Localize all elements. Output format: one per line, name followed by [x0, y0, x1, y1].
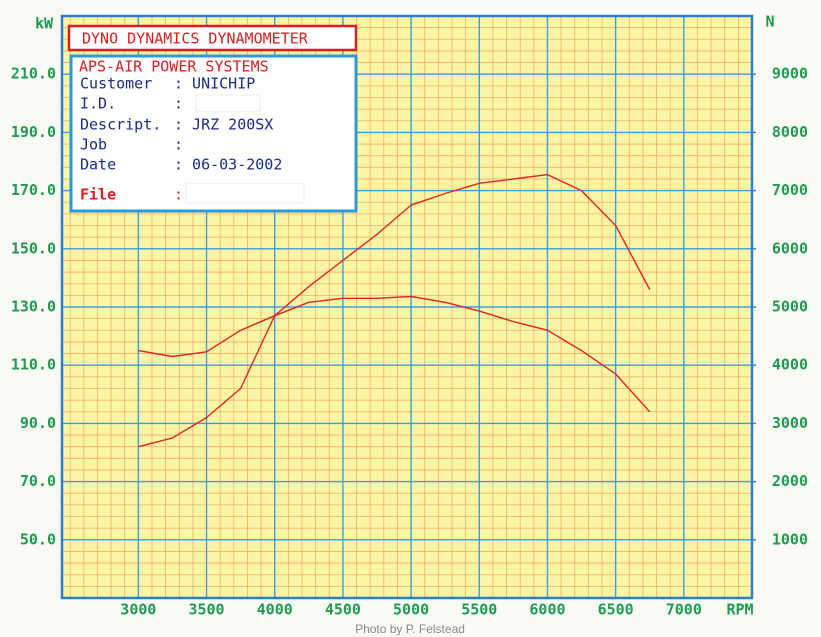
- info-label: Customer: [80, 75, 152, 93]
- redaction: [185, 182, 305, 204]
- info-value: :: [174, 136, 183, 154]
- x-tick-label: 6000: [529, 601, 565, 619]
- info-value: : UNICHIP: [174, 75, 255, 93]
- y-tick-label: 150.0: [11, 239, 56, 257]
- y2-tick-label: 9000: [772, 65, 808, 83]
- x-tick-label: 7000: [666, 601, 702, 619]
- y-tick-label: 50.0: [20, 530, 56, 548]
- y2-tick-label: 4000: [772, 356, 808, 374]
- series-line: [138, 173, 651, 448]
- info-label: Date: [80, 156, 116, 174]
- info-title: DYNO DYNAMICS DYNAMOMETER: [82, 30, 309, 48]
- y-tick-label: 190.0: [11, 123, 56, 141]
- y2-tick-label: 8000: [772, 123, 808, 141]
- y-axis-label: kW: [35, 15, 54, 33]
- y2-tick-label: 3000: [772, 414, 808, 432]
- y-tick-label: 70.0: [20, 472, 56, 490]
- x-tick-label: 5500: [461, 601, 497, 619]
- info-label: Descript.: [80, 116, 161, 134]
- y-tick-label: 90.0: [20, 414, 56, 432]
- x-axis-label: RPM: [726, 601, 753, 619]
- info-value: :: [174, 95, 183, 113]
- y-tick-label: 210.0: [11, 65, 56, 83]
- redaction: [195, 94, 261, 112]
- info-label: I.D.: [80, 95, 116, 113]
- y-tick-label: 130.0: [11, 298, 56, 316]
- y-tick-label: 110.0: [11, 356, 56, 374]
- y2-tick-label: 7000: [772, 181, 808, 199]
- y2-tick-label: 1000: [772, 530, 808, 548]
- info-value: :: [174, 186, 183, 204]
- y-tick-label: 170.0: [11, 181, 56, 199]
- x-tick-label: 3000: [120, 601, 156, 619]
- info-value: : JRZ 200SX: [174, 116, 273, 134]
- y2-tick-label: 5000: [772, 298, 808, 316]
- title-box: [67, 24, 358, 52]
- x-tick-label: 6500: [598, 601, 634, 619]
- info-company: APS-AIR POWER SYSTEMS: [79, 58, 269, 76]
- info-value: : 06-03-2002: [174, 156, 282, 174]
- info-label: File: [80, 186, 116, 204]
- x-tick-label: 5000: [393, 601, 429, 619]
- footer: Photo by P. Felstead: [355, 622, 465, 636]
- info-label: Job: [80, 136, 107, 154]
- x-tick-label: 4500: [325, 601, 361, 619]
- y2-tick-label: 2000: [772, 472, 808, 490]
- y2-axis-label: N: [765, 13, 774, 31]
- series-line: [138, 295, 651, 413]
- x-tick-label: 4000: [257, 601, 293, 619]
- x-tick-label: 3500: [188, 601, 224, 619]
- plot-border: [60, 14, 754, 600]
- y2-tick-label: 6000: [772, 239, 808, 257]
